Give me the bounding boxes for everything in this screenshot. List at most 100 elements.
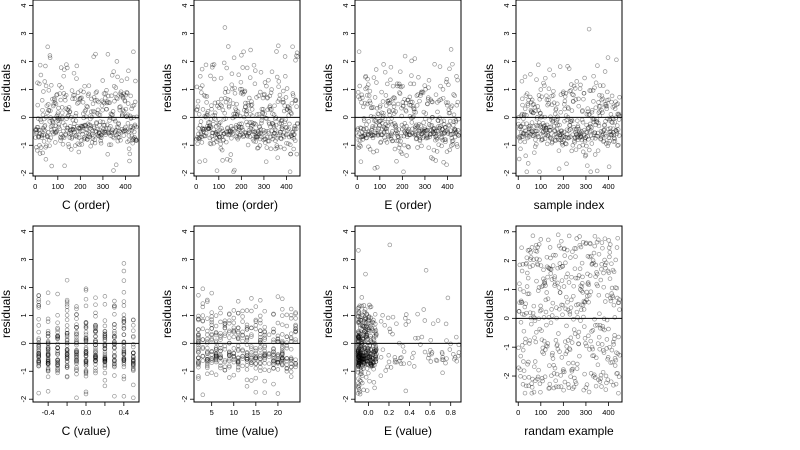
data-point [55,366,60,371]
data-point [222,318,228,324]
data-point [244,326,250,332]
data-point [45,130,51,135]
x-tick-label: 0 [516,182,520,191]
data-point [107,130,113,135]
data-point [449,136,455,141]
data-point [357,331,363,336]
data-point [368,114,374,119]
data-point [209,317,214,322]
data-point [367,354,372,360]
data-point [566,128,572,133]
data-point [291,132,296,137]
data-point [227,358,232,364]
data-point [64,317,70,323]
data-point [531,389,537,395]
data-point [606,270,612,275]
data-point [288,374,294,379]
data-point [110,134,116,140]
data-point [358,134,364,140]
data-point [110,127,115,133]
data-point [120,94,126,99]
data-point [235,111,240,117]
data-point [294,151,300,157]
data-point [260,110,265,115]
data-point [358,362,363,368]
data-point [64,338,70,343]
data-point [293,97,298,103]
data-point [527,264,533,270]
data-point [363,328,369,333]
data-point [355,347,361,352]
data-point [88,123,94,129]
data-point [521,130,527,136]
data-point [235,357,241,363]
data-point [615,235,620,241]
data-point [548,255,553,261]
data-point [447,347,453,352]
data-point [518,374,523,379]
data-point [445,295,451,301]
data-point [546,237,551,243]
data-point [421,133,427,139]
data-point [74,357,79,363]
data-point [230,126,235,132]
data-point [516,121,521,127]
data-point [271,354,276,359]
data-point [275,357,281,363]
data-point [124,90,130,95]
data-point [616,142,621,148]
data-point [390,314,396,320]
y-tick-label: 3 [180,257,189,261]
data-point [613,257,618,263]
data-point [544,93,549,98]
data-point [593,383,599,389]
data-point [45,342,51,347]
data-point [64,116,69,121]
data-point [442,137,448,142]
data-point [121,325,127,331]
data-point [589,107,595,113]
data-point [587,129,593,135]
data-point [358,348,363,354]
data-point [564,349,570,354]
data-point [381,124,387,130]
data-point [213,353,219,359]
data-point [84,127,90,133]
data-point [560,312,565,317]
data-point [423,111,429,116]
data-point [58,134,63,140]
data-point [112,362,117,367]
data-point [521,328,527,334]
data-point [205,357,210,362]
data-point [269,87,274,92]
data-point [358,350,363,356]
data-point [366,370,371,376]
data-point [397,142,403,148]
data-point [585,281,590,287]
data-point [363,352,369,358]
data-point [54,92,60,97]
data-point [205,357,210,362]
data-point [360,354,366,359]
data-point [590,353,595,359]
data-point [36,361,41,367]
data-point [431,147,437,153]
data-point [235,325,241,331]
data-point [371,380,377,385]
data-point [364,85,370,90]
data-point [361,361,367,366]
data-point [389,138,395,144]
data-point [222,325,228,331]
data-point [282,54,288,59]
data-point [249,120,254,125]
data-point [92,137,98,143]
data-point [268,134,273,140]
data-point [102,355,108,361]
data-point [360,336,366,342]
data-point [578,133,584,139]
data-point [258,354,263,359]
data-point [239,53,244,58]
data-point [64,301,70,307]
data-point [358,125,363,131]
